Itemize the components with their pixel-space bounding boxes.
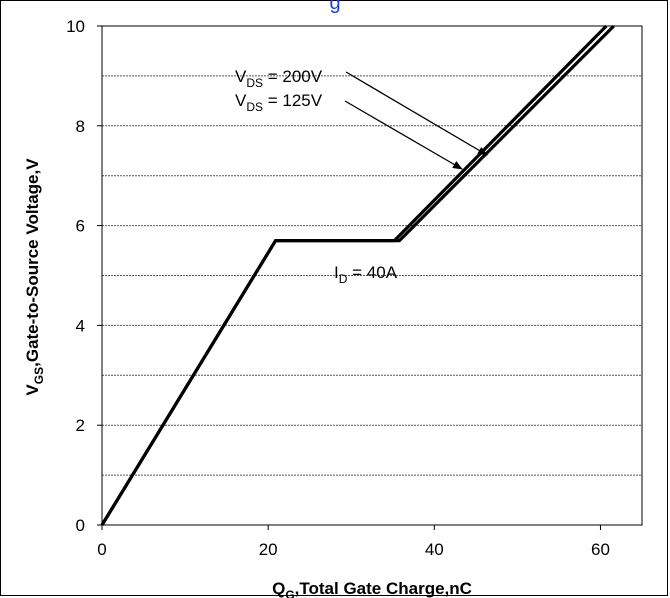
tick-marks [97, 25, 601, 530]
plot-area [101, 25, 643, 526]
annotation-vds-125: VDS = 125V [235, 91, 323, 114]
x-tick-label: 0 [97, 540, 106, 559]
grid-lines [102, 25, 642, 476]
x-tick-label: 40 [425, 540, 444, 559]
series-lines [100, 24, 615, 526]
annotation-id-40a: ID = 40A [334, 263, 398, 286]
arrow-vds-125 [344, 100, 463, 170]
arrow-vds-200 [345, 71, 488, 156]
top-title-fragment: g [329, 0, 341, 14]
x-tick-label: 20 [259, 540, 278, 559]
y-tick-label: 10 [66, 17, 85, 36]
series-line-1 [100, 24, 615, 526]
y-tick-label: 4 [76, 316, 85, 335]
y-tick-label: 8 [76, 117, 85, 136]
y-tick-label: 2 [76, 416, 85, 435]
annotation-arrows [344, 71, 488, 170]
y-tick-label: 0 [76, 516, 85, 535]
y-tick-label: 6 [76, 217, 85, 236]
x-axis-title: QG,Total Gate Charge,nC [272, 579, 472, 598]
annotation-vds-200: VDS = 200V [235, 67, 323, 90]
y-axis-title: VGS,Gate-to-Source Voltage,V [23, 158, 46, 396]
x-tick-label: 60 [591, 540, 610, 559]
tick-labels: 0 2 4 6 8 10 0 20 40 60 [66, 17, 610, 559]
